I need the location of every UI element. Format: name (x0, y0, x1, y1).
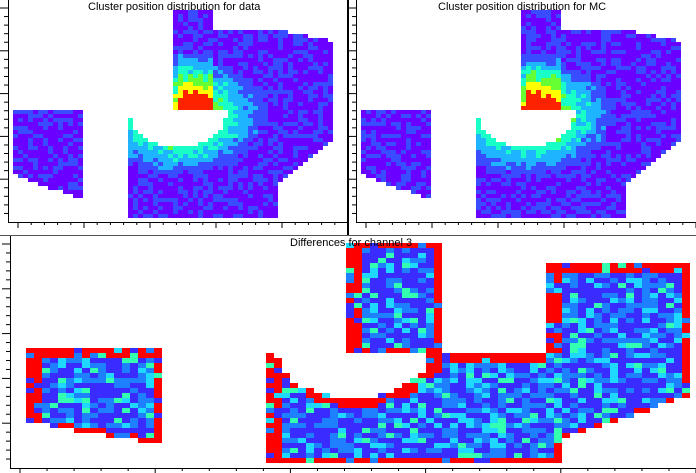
mc-heatmap (348, 0, 696, 228)
heatmap-cells (361, 10, 681, 218)
data-heatmap (0, 0, 348, 228)
mc-panel-title: Cluster position distribution for MC (438, 1, 607, 13)
data-panel-title: Cluster position distribution for data (88, 1, 261, 13)
pad-divider-horizontal (0, 235, 696, 236)
data-distribution-panel: Cluster position distribution for data (0, 0, 348, 236)
axis-ticks (0, 0, 348, 228)
axis-ticks (348, 0, 696, 228)
pad-divider-vertical (347, 0, 349, 236)
diff-panel-title: Differences for channel 3 (290, 237, 413, 249)
difference-cells (26, 243, 690, 463)
axis-ticks (2, 236, 696, 473)
difference-panel: Differences for channel 3 (0, 236, 696, 473)
heatmap-cells (13, 10, 333, 218)
mc-distribution-panel: Cluster position distribution for MC (348, 0, 696, 236)
difference-heatmap (2, 236, 696, 473)
